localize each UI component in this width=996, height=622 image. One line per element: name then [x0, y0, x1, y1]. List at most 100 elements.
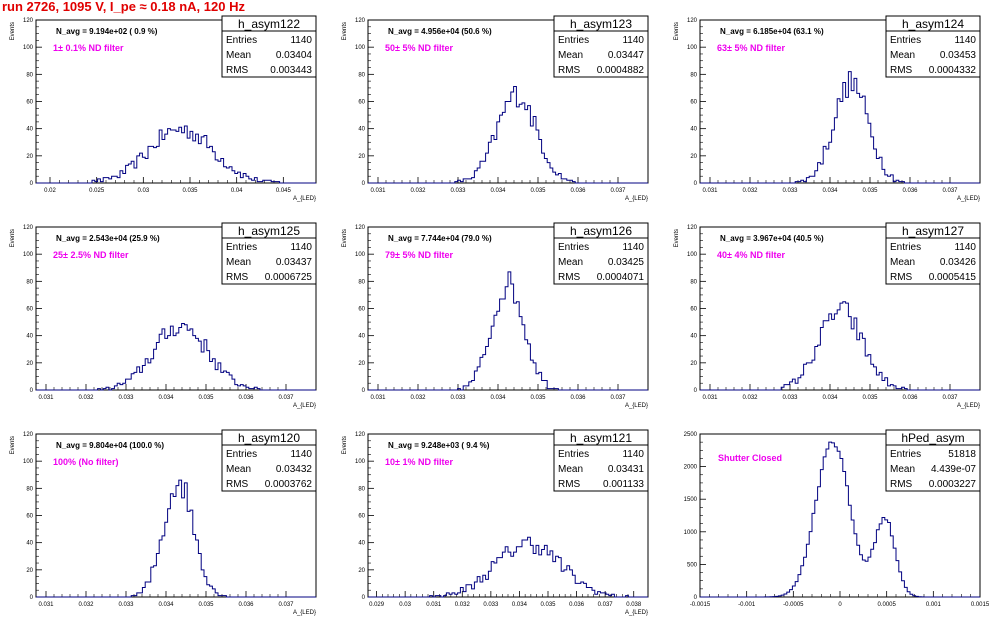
stat-value-mean: 0.03447 [608, 50, 645, 61]
y-tick-label: 100 [355, 45, 366, 51]
stat-value-rms: 0.0004882 [597, 65, 645, 76]
y-tick-label: 2000 [684, 465, 698, 471]
y-tick-label: 80 [690, 72, 697, 78]
y-axis-title: Events [10, 229, 16, 247]
x-tick-label: 0.036 [569, 602, 585, 608]
histogram-line-h_asym126 [368, 271, 648, 391]
x-axis-title: A_{LED} [957, 196, 980, 202]
histogram-line-h_asym120 [36, 479, 316, 598]
x-tick-label: -0.001 [738, 602, 756, 608]
x-tick-label: 0.037 [278, 395, 294, 401]
stat-value-mean: 0.03453 [940, 50, 977, 61]
x-tick-label: 0.0005 [877, 602, 896, 608]
histogram-panel-h_asym122: 0 20 40 60 80 100 120 0.02 0.025 0.03 0.035 0.04 0.0… [0, 0, 332, 207]
x-tick-label: 0.035 [182, 188, 198, 194]
x-axis-title: A_{LED} [957, 403, 980, 409]
y-tick-label: 100 [23, 459, 34, 465]
y-tick-label: 60 [690, 100, 697, 106]
x-tick-label: 0.037 [610, 395, 626, 401]
y-tick-label: 0 [30, 181, 34, 187]
x-tick-label: 0.02 [44, 188, 56, 194]
histogram-name: h_asym122 [238, 17, 300, 31]
x-tick-label: 0.031 [370, 395, 386, 401]
x-tick-label: 0.029 [369, 602, 385, 608]
filter-annotation: 1± 0.1% ND filter [53, 43, 124, 53]
x-tick-label: -0.0005 [783, 602, 804, 608]
histogram-svg-h_asym121: 0 20 40 60 80 100 120 0.029 0.03 0.031 0.032 0.033 0… [342, 429, 649, 616]
stats-box [885, 237, 981, 285]
x-tick-label: 0.037 [942, 395, 958, 401]
y-tick-label: 40 [358, 127, 365, 133]
x-tick-label: 0.038 [626, 602, 642, 608]
x-tick-label: 0.034 [822, 188, 838, 194]
y-axis-title: Events [674, 229, 680, 247]
x-tick-label: 0.035 [862, 395, 878, 401]
stat-label-entries: Entries [558, 242, 589, 253]
x-tick-label: 0.034 [158, 395, 174, 401]
histogram-title: N_avg = 2.543e+04 (25.9 %) [56, 234, 160, 243]
x-tick-label: 0.0015 [971, 602, 990, 608]
stat-label-entries: Entries [890, 242, 921, 253]
stat-value-rms: 0.0004071 [597, 272, 645, 283]
stat-value-entries: 51818 [948, 449, 976, 460]
y-tick-label: 120 [687, 18, 698, 24]
stat-label-mean: Mean [890, 50, 915, 61]
y-tick-label: 60 [26, 100, 33, 106]
y-tick-label: 120 [23, 432, 34, 438]
stat-label-mean: Mean [558, 464, 583, 475]
stats-box [553, 237, 649, 285]
x-axis-title: A_{LED} [625, 403, 648, 409]
filter-annotation: 25± 2.5% ND filter [53, 250, 129, 260]
y-tick-label: 0 [694, 388, 698, 394]
stat-value-mean: 0.03432 [276, 464, 313, 475]
stat-value-mean: 0.03425 [608, 257, 645, 268]
x-axis-title: A_{LED} [625, 610, 648, 616]
y-tick-label: 0 [30, 595, 34, 601]
y-tick-label: 100 [687, 252, 698, 258]
stat-value-rms: 0.0003762 [265, 479, 313, 490]
x-tick-label: 0.033 [782, 188, 798, 194]
x-tick-label: 0.034 [490, 395, 506, 401]
x-tick-label: 0.032 [742, 188, 758, 194]
histogram-svg-h_asym127: 0 20 40 60 80 100 120 0.031 0.032 0.033 0.034 0.035… [674, 222, 981, 409]
x-tick-label: 0.036 [902, 395, 918, 401]
y-tick-label: 20 [26, 568, 33, 574]
y-tick-label: 0 [362, 595, 366, 601]
y-tick-label: 20 [358, 361, 365, 367]
y-axis-title: Events [674, 22, 680, 40]
y-tick-label: 40 [690, 334, 697, 340]
stat-label-rms: RMS [558, 479, 581, 490]
y-axis-title: Events [342, 229, 348, 247]
stats-box [221, 30, 317, 78]
x-tick-label: 0.032 [410, 188, 426, 194]
filter-annotation: 10± 1% ND filter [385, 457, 453, 467]
x-tick-label: 0.025 [89, 188, 105, 194]
x-tick-label: 0.035 [530, 188, 546, 194]
x-tick-label: 0.031 [426, 602, 442, 608]
y-tick-label: 2500 [684, 432, 698, 438]
stat-value-mean: 0.03426 [940, 257, 977, 268]
x-tick-label: 0.034 [490, 188, 506, 194]
x-tick-label: 0.035 [862, 188, 878, 194]
histogram-svg-h_asym124: 0 20 40 60 80 100 120 0.031 0.032 0.033 0.034 0.035… [674, 15, 981, 202]
x-tick-label: 0.033 [450, 188, 466, 194]
y-tick-label: 60 [358, 307, 365, 313]
filter-annotation: 79± 5% ND filter [385, 250, 453, 260]
y-tick-label: 20 [690, 361, 697, 367]
filter-annotation: 63± 5% ND filter [717, 43, 785, 53]
stat-label-rms: RMS [890, 65, 913, 76]
y-tick-label: 120 [355, 18, 366, 24]
y-tick-label: 1000 [684, 530, 698, 536]
histogram-svg-h_asym126: 0 20 40 60 80 100 120 0.031 0.032 0.033 0.034 0.035… [342, 222, 649, 409]
stat-value-entries: 1140 [622, 242, 644, 253]
x-axis-title: A_{LED} [293, 610, 316, 616]
histogram-name: h_asym125 [238, 224, 300, 238]
histogram-panel-h_asym124: 0 20 40 60 80 100 120 0.031 0.032 0.033 0.034 0.035… [664, 0, 996, 207]
y-tick-label: 0 [694, 181, 698, 187]
y-tick-label: 60 [26, 307, 33, 313]
histogram-title: N_avg = 4.956e+04 (50.6 %) [388, 27, 492, 36]
x-tick-label: 0.045 [276, 188, 292, 194]
x-tick-label: 0.031 [38, 602, 54, 608]
histogram-name: h_asym124 [902, 17, 964, 31]
stat-label-rms: RMS [226, 65, 249, 76]
